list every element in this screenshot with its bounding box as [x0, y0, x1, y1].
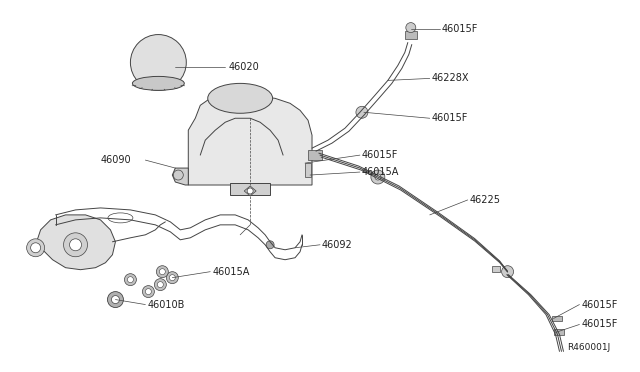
Circle shape	[371, 170, 385, 184]
Text: 46092: 46092	[322, 240, 353, 250]
Circle shape	[27, 239, 45, 257]
Circle shape	[159, 269, 165, 275]
Circle shape	[145, 289, 152, 295]
Polygon shape	[230, 183, 270, 195]
Circle shape	[375, 174, 381, 180]
Text: 46015F: 46015F	[581, 299, 618, 310]
Circle shape	[108, 292, 124, 308]
Text: 46010B: 46010B	[147, 299, 185, 310]
Polygon shape	[172, 168, 188, 185]
Circle shape	[356, 106, 368, 118]
Circle shape	[247, 188, 253, 194]
Circle shape	[124, 274, 136, 286]
Polygon shape	[188, 93, 312, 185]
Bar	[308, 150, 322, 160]
Polygon shape	[36, 215, 115, 270]
Text: 46015A: 46015A	[362, 167, 399, 177]
Circle shape	[156, 266, 168, 278]
Circle shape	[142, 286, 154, 298]
Circle shape	[31, 243, 40, 253]
Circle shape	[127, 277, 133, 283]
Ellipse shape	[208, 83, 273, 113]
Text: 46015F: 46015F	[432, 113, 468, 123]
Circle shape	[131, 35, 186, 90]
Text: 46020: 46020	[228, 62, 259, 73]
Circle shape	[63, 233, 88, 257]
Text: 46228X: 46228X	[432, 73, 469, 83]
Text: 46225: 46225	[470, 195, 500, 205]
Circle shape	[154, 279, 166, 291]
Bar	[492, 266, 500, 272]
Bar	[405, 31, 417, 39]
Text: R460001J: R460001J	[568, 343, 611, 352]
Circle shape	[406, 23, 416, 33]
Circle shape	[502, 266, 513, 278]
Text: 46015F: 46015F	[362, 150, 398, 160]
Circle shape	[111, 296, 120, 304]
Circle shape	[70, 239, 81, 251]
Bar	[554, 330, 564, 336]
Text: 46015F: 46015F	[442, 23, 478, 33]
Text: 46090: 46090	[100, 155, 131, 165]
Polygon shape	[244, 186, 256, 196]
Circle shape	[157, 282, 163, 288]
Text: 46015A: 46015A	[212, 267, 250, 277]
Text: 46015F: 46015F	[581, 320, 618, 330]
Bar	[552, 315, 563, 321]
Circle shape	[266, 241, 274, 249]
Ellipse shape	[132, 76, 184, 90]
Bar	[305, 163, 311, 177]
Circle shape	[166, 272, 179, 283]
Circle shape	[173, 170, 183, 180]
Circle shape	[170, 275, 175, 280]
Ellipse shape	[108, 213, 133, 223]
